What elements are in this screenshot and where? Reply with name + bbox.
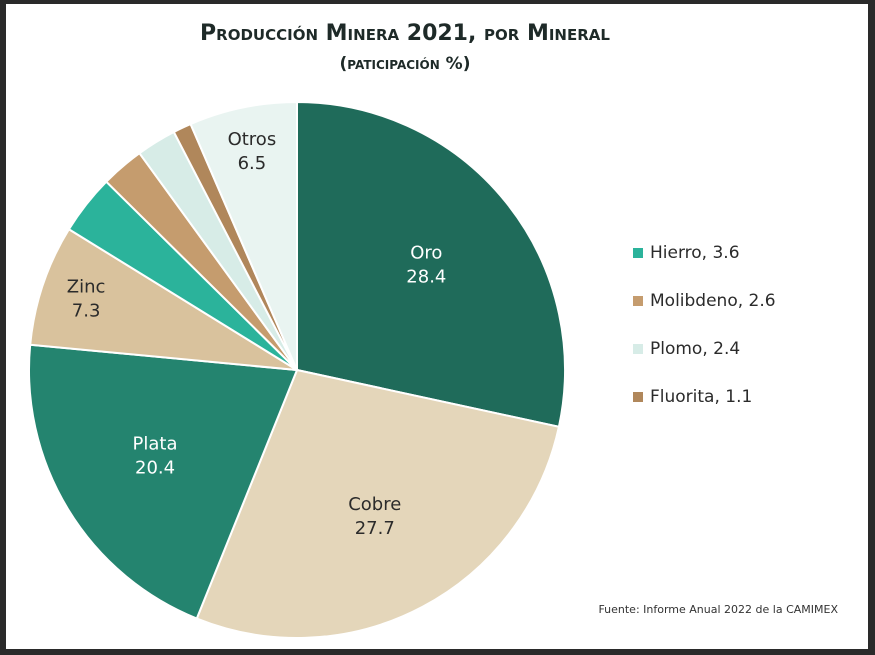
page: Producción Minera 2021, por Mineral (pat… — [0, 0, 875, 655]
slice-name: Plata — [133, 433, 178, 454]
legend-label: Fluorita, 1.1 — [650, 387, 752, 407]
source-note: Fuente: Informe Anual 2022 de la CAMIMEX — [598, 603, 838, 616]
slice-value: 7.3 — [72, 300, 101, 321]
slice-value: 27.7 — [355, 518, 395, 539]
slice-name: Oro — [410, 243, 442, 264]
chart-title: Producción Minera 2021, por Mineral — [200, 21, 610, 46]
slice-value: 28.4 — [406, 267, 446, 288]
legend-swatch — [633, 248, 643, 258]
legend-swatch — [633, 344, 643, 354]
legend-label: Molibdeno, 2.6 — [650, 291, 776, 311]
chart: Producción Minera 2021, por Mineral (pat… — [0, 0, 875, 655]
legend-label: Plomo, 2.4 — [650, 339, 740, 359]
legend-swatch — [633, 296, 643, 306]
slice-name: Cobre — [348, 494, 401, 515]
slice-value: 20.4 — [135, 457, 175, 478]
legend-label: Hierro, 3.6 — [650, 243, 740, 263]
slice-name: Zinc — [67, 276, 106, 297]
chart-subtitle: (paticipación %) — [340, 54, 471, 74]
slice-value: 6.5 — [238, 153, 267, 174]
slice-name: Otros — [228, 129, 277, 150]
legend-swatch — [633, 392, 643, 402]
